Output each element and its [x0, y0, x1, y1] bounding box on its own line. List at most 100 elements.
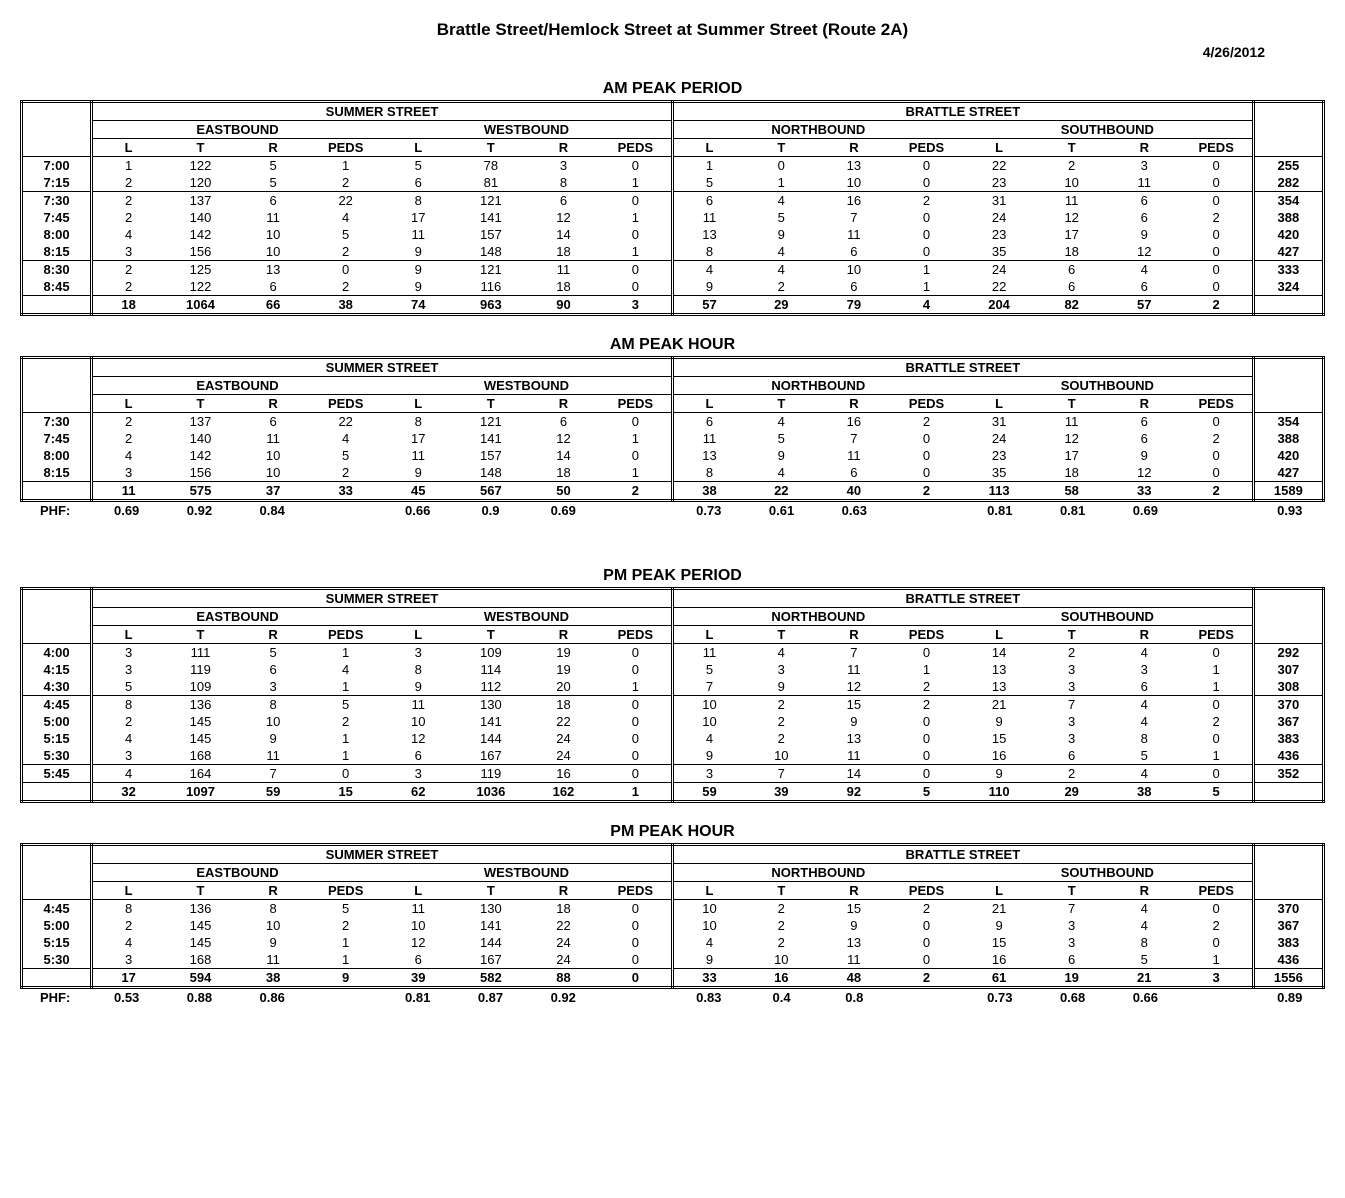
- cell: 17: [1035, 447, 1108, 464]
- cell: 1: [600, 243, 673, 261]
- section-title: AM PEAK HOUR: [20, 336, 1325, 354]
- cell: 61: [963, 969, 1036, 988]
- cell: 164: [164, 765, 237, 783]
- cell: 11: [672, 430, 745, 447]
- cell: 19: [527, 644, 600, 662]
- cell: 0.69: [527, 502, 600, 519]
- cell: 0: [1181, 278, 1254, 296]
- cell: 2: [92, 174, 165, 192]
- cell: [22, 482, 92, 501]
- cell: 383: [1253, 934, 1323, 951]
- movement-header: L: [92, 626, 165, 644]
- cell: 13: [818, 730, 891, 747]
- cell: 5:15: [22, 730, 92, 747]
- cell: 0: [890, 951, 963, 969]
- cell: 2: [1035, 765, 1108, 783]
- cell: 1: [309, 678, 382, 696]
- cell: 0.81: [1036, 502, 1109, 519]
- movement-header: L: [382, 395, 455, 413]
- traffic-table: SUMMER STREETBRATTLE STREETEASTBOUNDWEST…: [20, 843, 1325, 989]
- movement-header: T: [455, 882, 528, 900]
- cell: 31: [963, 192, 1036, 210]
- cell: 1: [1181, 747, 1254, 765]
- cell: 8: [1108, 730, 1181, 747]
- cell: 282: [1253, 174, 1323, 192]
- cell: 24: [963, 430, 1036, 447]
- cell: 3: [382, 765, 455, 783]
- cell: 11: [818, 747, 891, 765]
- cell: 5: [382, 157, 455, 175]
- cell: 255: [1253, 157, 1323, 175]
- cell: 38: [237, 969, 310, 988]
- cell: 5:00: [22, 917, 92, 934]
- section-title: PM PEAK HOUR: [20, 823, 1325, 841]
- cell: [22, 358, 92, 377]
- cell: 0: [600, 447, 673, 464]
- cell: 5: [672, 661, 745, 678]
- direction-header: SOUTHBOUND: [963, 608, 1254, 626]
- cell: 119: [164, 661, 237, 678]
- cell: 6: [672, 413, 745, 431]
- movement-header: L: [963, 139, 1036, 157]
- cell: 6: [1035, 747, 1108, 765]
- cell: 1: [309, 747, 382, 765]
- cell: 6: [527, 413, 600, 431]
- movement-header: R: [818, 626, 891, 644]
- cell: 11: [672, 209, 745, 226]
- cell: 7:00: [22, 157, 92, 175]
- cell: [309, 502, 382, 519]
- cell: 0: [600, 917, 673, 934]
- cell: 18: [527, 900, 600, 918]
- cell: 5: [309, 900, 382, 918]
- cell: 8: [1108, 934, 1181, 951]
- cell: 88: [527, 969, 600, 988]
- cell: 22: [963, 157, 1036, 175]
- cell: 4: [672, 261, 745, 279]
- cell: 22: [309, 413, 382, 431]
- cell: 6: [382, 951, 455, 969]
- cell: [22, 864, 92, 882]
- cell: 5: [237, 157, 310, 175]
- movement-header: L: [382, 139, 455, 157]
- cell: 8:15: [22, 243, 92, 261]
- cell: 5: [1108, 747, 1181, 765]
- cell: 1: [309, 644, 382, 662]
- cell: 0: [890, 747, 963, 765]
- cell: 367: [1253, 713, 1323, 730]
- cell: 119: [455, 765, 528, 783]
- cell: 11: [1108, 174, 1181, 192]
- cell: 10: [382, 917, 455, 934]
- movement-header: PEDS: [1181, 882, 1254, 900]
- movement-header: PEDS: [1181, 139, 1254, 157]
- cell: [1253, 139, 1323, 157]
- cell: 2: [309, 917, 382, 934]
- cell: 17: [382, 209, 455, 226]
- cell: 4: [92, 765, 165, 783]
- cell: 14: [527, 226, 600, 243]
- movement-header: T: [745, 395, 818, 413]
- cell: 10: [237, 243, 310, 261]
- section-title: PM PEAK PERIOD: [20, 567, 1325, 585]
- movement-header: R: [527, 395, 600, 413]
- cell: 0: [1181, 192, 1254, 210]
- cell: 1: [890, 661, 963, 678]
- cell: 4: [1108, 713, 1181, 730]
- cell: 0: [600, 226, 673, 243]
- cell: 11: [382, 226, 455, 243]
- cell: 0.69: [1109, 502, 1182, 519]
- cell: 0: [600, 278, 673, 296]
- movement-header: PEDS: [890, 139, 963, 157]
- movement-header: PEDS: [1181, 395, 1254, 413]
- cell: 3: [1035, 661, 1108, 678]
- cell: 13: [818, 157, 891, 175]
- cell: 1064: [164, 296, 237, 315]
- cell: 2: [1181, 482, 1254, 501]
- cell: 0: [1181, 174, 1254, 192]
- cell: 6: [1035, 261, 1108, 279]
- cell: 2: [745, 278, 818, 296]
- cell: 2: [890, 482, 963, 501]
- cell: 6: [1035, 278, 1108, 296]
- movement-header: R: [1108, 395, 1181, 413]
- cell: 21: [963, 696, 1036, 714]
- cell: 0: [600, 696, 673, 714]
